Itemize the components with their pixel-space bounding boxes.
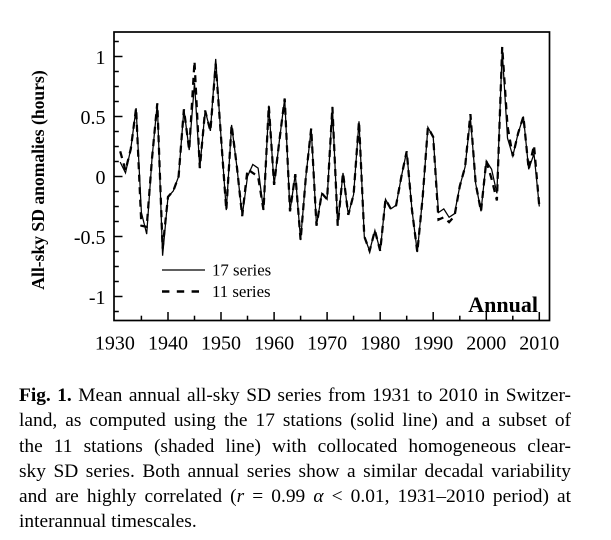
- svg-text:17 series: 17 series: [212, 261, 271, 280]
- svg-text:1950: 1950: [201, 333, 241, 355]
- svg-text:Annual: Annual: [468, 292, 538, 317]
- svg-text:2010: 2010: [519, 333, 559, 355]
- svg-text:All-sky SD anomalies (hours): All-sky SD anomalies (hours): [28, 70, 48, 290]
- svg-text:1: 1: [96, 47, 106, 69]
- svg-text:1940: 1940: [148, 333, 188, 355]
- svg-text:1970: 1970: [307, 333, 347, 355]
- svg-text:0: 0: [96, 167, 106, 189]
- svg-text:2000: 2000: [466, 333, 506, 355]
- svg-text:1960: 1960: [254, 333, 294, 355]
- svg-text:0.5: 0.5: [81, 107, 106, 129]
- svg-text:-0.5: -0.5: [74, 227, 106, 249]
- svg-text:1980: 1980: [360, 333, 400, 355]
- svg-text:-1: -1: [89, 287, 106, 309]
- svg-text:11 series: 11 series: [212, 282, 271, 301]
- svg-text:1930: 1930: [95, 333, 135, 355]
- svg-text:1990: 1990: [413, 333, 453, 355]
